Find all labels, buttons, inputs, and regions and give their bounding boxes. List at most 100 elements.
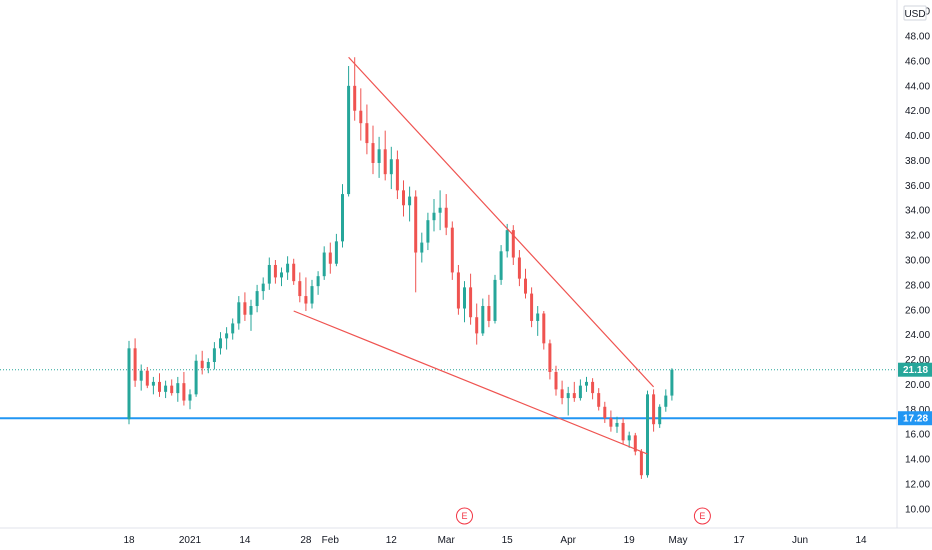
candle-down[interactable] (451, 228, 454, 273)
x-tick-label: 2021 (179, 535, 202, 546)
candle-up[interactable] (481, 306, 484, 333)
candle-up[interactable] (426, 220, 429, 242)
candle-down[interactable] (609, 418, 612, 427)
candle-up[interactable] (341, 194, 344, 241)
candle-up[interactable] (439, 208, 442, 213)
candle-down[interactable] (640, 452, 643, 476)
candle-up[interactable] (213, 348, 216, 362)
candle-down[interactable] (555, 372, 558, 389)
candle-down[interactable] (292, 264, 295, 281)
candle-down[interactable] (652, 394, 655, 424)
candle-up[interactable] (268, 265, 271, 284)
candle-up[interactable] (317, 276, 320, 286)
y-tick-label: 30.00 (905, 256, 930, 267)
candle-up[interactable] (579, 386, 582, 398)
candle-down[interactable] (158, 382, 161, 392)
candle-up[interactable] (500, 251, 503, 280)
candle-down[interactable] (542, 313, 545, 343)
candle-up[interactable] (536, 313, 539, 320)
price-axis[interactable]: 10.0012.0014.0016.0018.0020.0022.0024.00… (905, 7, 930, 516)
candle-down[interactable] (603, 407, 606, 418)
candle-down[interactable] (548, 343, 551, 372)
candle-down[interactable] (384, 149, 387, 174)
currency-label[interactable]: USD (904, 6, 926, 20)
candle-down[interactable] (146, 371, 149, 386)
candle-down[interactable] (518, 258, 521, 279)
candle-down[interactable] (561, 389, 564, 398)
candle-up[interactable] (286, 264, 289, 273)
candle-up[interactable] (664, 396, 667, 407)
candle-down[interactable] (487, 306, 490, 321)
candle-up[interactable] (262, 284, 265, 291)
candle-up[interactable] (280, 272, 283, 277)
x-tick-label: May (669, 535, 688, 546)
candle-down[interactable] (445, 208, 448, 228)
candle-down[interactable] (274, 265, 277, 277)
candle-up[interactable] (335, 241, 338, 263)
candle-up[interactable] (658, 407, 661, 424)
candle-up[interactable] (207, 362, 210, 368)
candle-up[interactable] (140, 371, 143, 381)
candle-down[interactable] (298, 281, 301, 296)
candle-down[interactable] (182, 383, 185, 400)
candle-up[interactable] (164, 386, 167, 392)
candle-up[interactable] (628, 435, 631, 440)
candle-down[interactable] (573, 393, 576, 398)
candle-down[interactable] (469, 287, 472, 317)
candle-up[interactable] (347, 86, 350, 194)
earnings-event-marker[interactable]: E (694, 508, 710, 524)
candle-up[interactable] (231, 323, 234, 333)
candle-up[interactable] (250, 306, 253, 315)
candle-down[interactable] (359, 111, 362, 123)
candle-up[interactable] (225, 333, 228, 338)
candle-down[interactable] (591, 382, 594, 393)
candle-down[interactable] (530, 294, 533, 321)
candle-up[interactable] (420, 243, 423, 253)
candle-down[interactable] (622, 423, 625, 440)
candle-down[interactable] (170, 386, 173, 393)
candle-up[interactable] (128, 348, 131, 419)
candle-down[interactable] (329, 253, 332, 264)
candle-down[interactable] (396, 159, 399, 190)
candle-up[interactable] (195, 361, 198, 395)
candle-down[interactable] (524, 279, 527, 294)
candle-down[interactable] (353, 86, 356, 111)
candle-up[interactable] (567, 393, 570, 398)
candle-down[interactable] (414, 197, 417, 253)
candle-down[interactable] (201, 361, 204, 368)
candle-up[interactable] (506, 230, 509, 251)
candle-up[interactable] (390, 159, 393, 174)
candle-up[interactable] (494, 280, 497, 321)
horizontal-line-tag[interactable]: 17.28 (898, 411, 932, 425)
x-tick-label: 12 (386, 535, 398, 546)
candle-down[interactable] (304, 296, 307, 303)
candle-up[interactable] (646, 394, 649, 475)
candle-up[interactable] (152, 382, 155, 386)
candle-up[interactable] (670, 370, 673, 396)
candle-up[interactable] (189, 394, 192, 400)
candle-up[interactable] (378, 149, 381, 163)
candle-down[interactable] (365, 123, 368, 143)
candle-down[interactable] (457, 272, 460, 308)
x-tick-label: 19 (624, 535, 636, 546)
candle-down[interactable] (402, 190, 405, 205)
earnings-event-marker[interactable]: E (457, 508, 473, 524)
candle-up[interactable] (463, 287, 466, 308)
candle-up[interactable] (408, 197, 411, 206)
candle-up[interactable] (323, 253, 326, 277)
candle-up[interactable] (219, 338, 222, 348)
candle-up[interactable] (237, 302, 240, 323)
candle-up[interactable] (256, 291, 259, 306)
last-price-tag[interactable]: 21.18 (898, 363, 932, 377)
candle-up[interactable] (176, 383, 179, 393)
candle-up[interactable] (311, 286, 314, 303)
candle-up[interactable] (585, 382, 588, 386)
candle-up[interactable] (616, 423, 619, 427)
candle-down[interactable] (597, 393, 600, 407)
candle-down[interactable] (134, 348, 137, 380)
candle-down[interactable] (243, 302, 246, 314)
candle-down[interactable] (475, 317, 478, 333)
candle-up[interactable] (433, 213, 436, 220)
candle-down[interactable] (372, 143, 375, 163)
